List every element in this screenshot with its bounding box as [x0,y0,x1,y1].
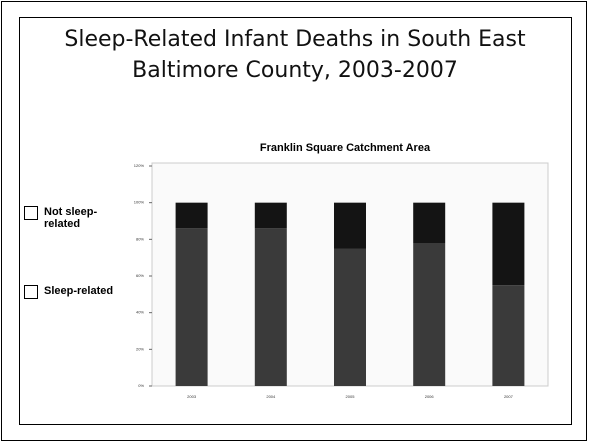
legend-swatch [24,206,38,220]
y-tick-label: 100% [134,200,145,205]
bar-segment [254,228,287,386]
bar-segment [413,243,446,386]
x-tick-label: 2006 [425,394,435,399]
x-tick-label: 2005 [346,394,356,399]
slide-title: Sleep-Related Infant Deaths in South Eas… [64,27,526,83]
y-tick-label: 60% [136,273,144,278]
legend-item: Not sleep-related [24,206,106,230]
x-tick-label: 2003 [187,394,197,399]
y-tick-label: 80% [136,236,144,241]
x-tick-label: 2007 [504,394,514,399]
slide-frame [19,17,572,425]
legend-label: Not sleep-related [44,206,98,230]
legend-item: Sleep-related [24,285,134,299]
bar-segment [254,202,287,229]
chart-title: Franklin Square Catchment Area [260,142,431,154]
legend-label: Sleep-related [44,285,114,297]
y-tick-label: 120% [134,163,145,168]
bar-segment [413,202,446,243]
y-tick-label: 0% [138,383,144,388]
x-tick-label: 2004 [266,394,276,399]
y-tick-label: 20% [136,346,144,351]
legend-swatch [24,285,38,299]
bar-segment [175,228,208,386]
bar-segment [175,202,208,229]
bar-segment [492,285,525,386]
y-tick-label: 40% [136,310,144,315]
bar-segment [334,248,366,386]
bar-segment [492,202,525,286]
bar-segment [334,202,366,249]
